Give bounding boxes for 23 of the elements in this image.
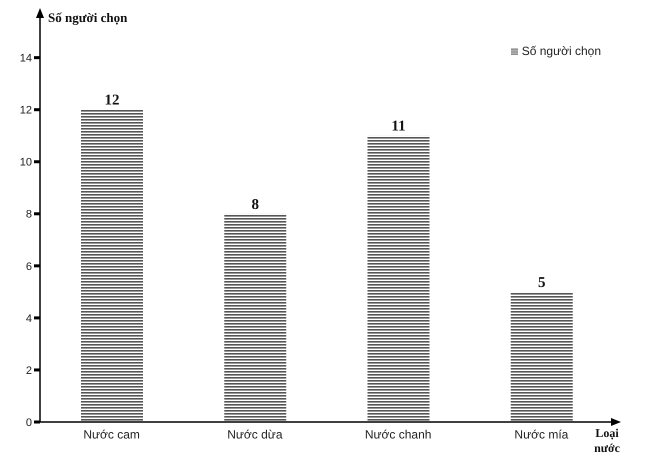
- x-tick-label: Nước mía: [514, 428, 569, 442]
- y-tick-label: 0: [26, 416, 32, 429]
- data-label: 12: [104, 92, 120, 109]
- x-tick-label: Nước dừa: [227, 428, 283, 442]
- y-tick-label: 14: [20, 52, 32, 65]
- y-tick-label: 6: [26, 260, 32, 273]
- bar: [224, 214, 286, 422]
- x-tick-label: Nước chanh: [364, 428, 432, 442]
- data-label: 8: [252, 196, 259, 213]
- y-tick-label: 8: [26, 208, 32, 221]
- bar: [81, 110, 143, 422]
- bar: [368, 136, 430, 422]
- y-tick-label: 10: [20, 156, 32, 169]
- data-label: 5: [538, 274, 546, 291]
- y-tick-label: 12: [20, 104, 32, 117]
- data-label: 11: [391, 118, 406, 135]
- x-axis-title: Loại nước: [593, 426, 621, 456]
- x-tick-label: Nước cam: [83, 428, 140, 442]
- bar: [510, 292, 573, 422]
- y-tick-label: 2: [26, 364, 32, 377]
- y-axis-title: Số người chọn: [48, 10, 128, 26]
- legend-label: Số người chọn: [522, 44, 601, 58]
- y-tick-label: 4: [26, 312, 32, 325]
